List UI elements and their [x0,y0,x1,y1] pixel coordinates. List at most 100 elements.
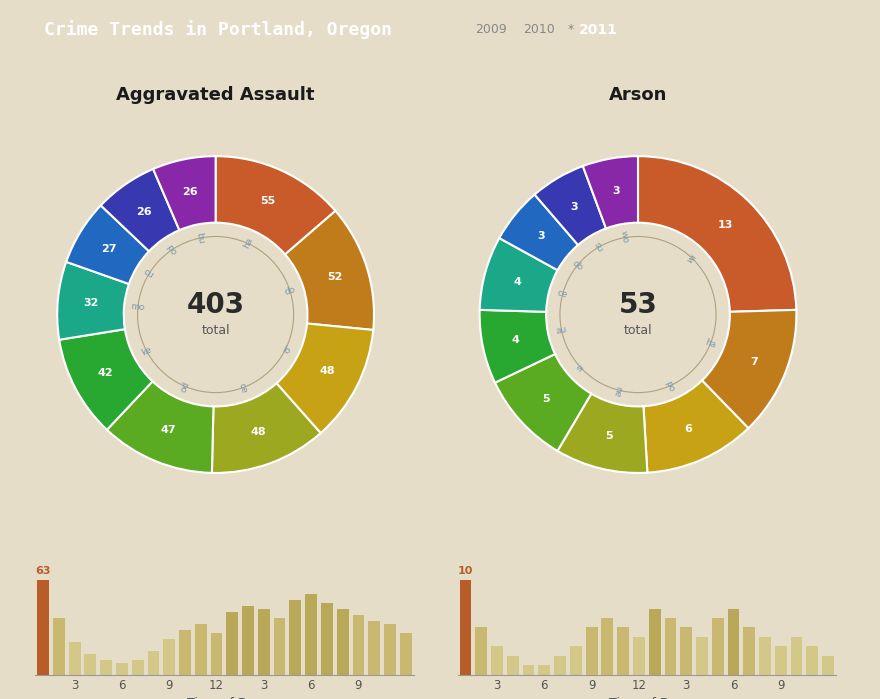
Bar [384,624,396,675]
Wedge shape [480,310,555,382]
Text: 26: 26 [136,207,152,217]
Text: 63: 63 [35,565,51,576]
Bar [601,618,613,675]
Bar [523,665,534,675]
Wedge shape [495,354,591,451]
Text: do: do [283,284,297,297]
Wedge shape [638,156,796,312]
Text: po: po [164,243,178,257]
Bar [664,618,677,675]
Bar [37,580,49,675]
Circle shape [137,236,294,393]
Wedge shape [216,156,335,254]
Bar [368,621,380,675]
Text: 52: 52 [327,272,342,282]
Bar [728,609,739,675]
Text: ha: ha [704,338,717,350]
Bar [353,615,364,675]
Text: total: total [202,324,230,337]
Text: 2009: 2009 [475,23,507,36]
Wedge shape [57,262,129,340]
Bar [570,647,582,675]
Text: su: su [591,240,605,254]
Text: 2011: 2011 [579,22,618,37]
Wedge shape [106,382,214,473]
Bar [242,606,254,675]
Text: wo: wo [619,230,630,245]
Text: 7: 7 [750,356,758,366]
Wedge shape [702,310,796,428]
Text: ce: ce [556,288,568,300]
X-axis label: Time of Day: Time of Day [187,697,262,699]
Bar [712,618,723,675]
Text: 3: 3 [570,202,578,212]
Text: 4: 4 [513,277,521,287]
Circle shape [560,236,716,393]
Bar [617,628,629,675]
Bar [633,637,645,675]
Text: wi: wi [686,252,700,265]
Text: 2010: 2010 [524,23,555,36]
Bar [290,600,301,675]
Bar [321,603,333,675]
Text: mo: mo [130,303,145,312]
X-axis label: Time of Day: Time of Day [609,697,685,699]
Bar [164,639,175,675]
Text: od: od [180,380,192,394]
Text: 403: 403 [187,291,245,319]
Bar [148,651,159,675]
Text: bu: bu [194,231,205,244]
Bar [459,580,472,675]
Bar [337,609,348,675]
Bar [680,628,693,675]
Bar [649,609,661,675]
Text: si: si [575,361,586,373]
Text: 5: 5 [542,394,549,404]
Bar [226,612,238,675]
Bar [305,594,317,675]
Bar [822,656,834,675]
Circle shape [549,226,727,403]
Text: 4: 4 [511,336,519,345]
Text: ha: ha [242,236,254,250]
Wedge shape [285,211,374,330]
Text: po: po [664,380,676,394]
Wedge shape [212,383,320,473]
Bar [84,654,96,675]
Bar [554,656,566,675]
Wedge shape [583,156,638,229]
Bar [806,647,818,675]
Bar [491,647,503,675]
Text: 27: 27 [101,244,117,254]
Bar [179,630,191,675]
Text: 6: 6 [685,424,693,434]
Bar [790,637,803,675]
Wedge shape [276,324,373,433]
Wedge shape [66,206,149,284]
Text: 42: 42 [97,368,113,378]
Text: 26: 26 [182,187,198,197]
Bar [586,628,598,675]
Text: au: au [614,384,626,397]
Text: 53: 53 [619,291,657,319]
Title: Aggravated Assault: Aggravated Assault [116,86,315,104]
Bar [132,660,143,675]
Wedge shape [59,329,152,430]
Wedge shape [534,166,606,245]
Bar [400,633,412,675]
Wedge shape [557,394,648,473]
Bar [274,618,285,675]
Bar [100,660,112,675]
Text: lo: lo [280,345,291,356]
Text: au: au [555,325,568,336]
Text: 47: 47 [160,425,176,435]
Bar [744,628,755,675]
Text: 55: 55 [260,196,275,206]
Text: 10: 10 [458,565,473,576]
Bar [475,628,488,675]
Circle shape [127,226,304,403]
Text: 48: 48 [319,366,335,376]
Wedge shape [101,169,180,251]
Text: total: total [624,324,652,337]
Text: 48: 48 [251,427,267,437]
